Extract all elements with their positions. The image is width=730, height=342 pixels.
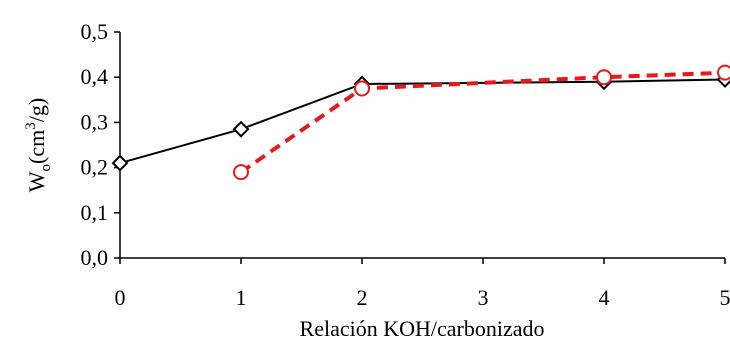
x-tick-label: 0: [115, 285, 126, 310]
series-layer: [111, 64, 730, 181]
y-axis-label-subscript: o: [38, 164, 54, 172]
y-tick-label: 0,1: [81, 200, 109, 225]
series-2-point: [596, 69, 612, 86]
y-tick-label: 0,4: [81, 64, 109, 89]
series-1-point: [111, 154, 129, 172]
y-ticks: 0,0 0,1 0,2 0,3 0,4 0,5: [81, 19, 120, 270]
x-axis-label: Relación KOH/carbonizado: [300, 316, 545, 341]
x-tick-label: 1: [236, 285, 247, 310]
y-axis-label-base: W: [24, 171, 49, 192]
series-1-point: [232, 120, 250, 138]
y-tick-label: 0,2: [81, 155, 109, 180]
series-1-line: [119, 78, 726, 165]
y-axis-label-superscript: 3: [23, 122, 39, 130]
x-tick-label: 4: [599, 285, 610, 310]
x-tick-label: 5: [720, 285, 730, 310]
x-ticks: 0 1 2 3 4 5: [115, 258, 730, 310]
y-axis-label: Wo(cm3/g): [23, 98, 54, 192]
svg-text:Wo(cm3/g): Wo(cm3/g): [23, 98, 54, 192]
y-axis-label-unit-close: /g): [24, 98, 49, 122]
y-tick-label: 0,3: [81, 109, 109, 134]
y-axis-label-unit-open: (cm: [24, 130, 49, 164]
x-tick-label: 3: [478, 285, 489, 310]
series-2-line: [239, 70, 726, 174]
y-tick-label: 0,5: [81, 19, 109, 44]
series-2-point: [354, 80, 370, 97]
series-2-point: [233, 164, 249, 181]
plot-area: 0,0 0,1 0,2 0,3 0,4 0,5 0 1 2 3 4 5: [81, 19, 730, 310]
x-tick-label: 2: [357, 285, 368, 310]
y-tick-label: 0,0: [81, 245, 109, 270]
series-2-point: [717, 64, 730, 81]
